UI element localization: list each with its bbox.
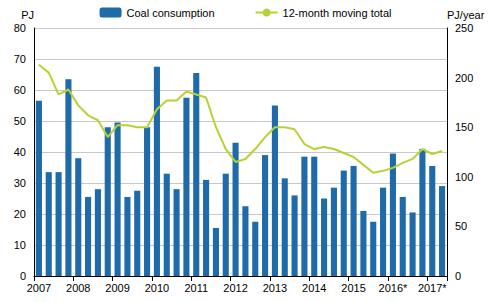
svg-text:2009: 2009: [105, 282, 129, 294]
svg-text:PJ/year: PJ/year: [447, 9, 485, 21]
svg-text:PJ: PJ: [21, 9, 34, 21]
svg-text:2016*: 2016*: [379, 282, 408, 294]
svg-text:40: 40: [14, 146, 26, 158]
svg-text:0: 0: [455, 270, 461, 282]
svg-text:50: 50: [455, 220, 467, 232]
svg-text:2012: 2012: [223, 282, 247, 294]
svg-text:70: 70: [14, 53, 26, 65]
svg-text:150: 150: [455, 121, 473, 133]
svg-text:12-month moving total: 12-month moving total: [283, 7, 392, 19]
svg-text:200: 200: [455, 72, 473, 84]
svg-text:20: 20: [14, 208, 26, 220]
svg-text:80: 80: [14, 22, 26, 34]
svg-text:50: 50: [14, 115, 26, 127]
svg-text:2017*: 2017*: [418, 282, 447, 294]
svg-text:2015: 2015: [341, 282, 365, 294]
svg-text:Coal consumption: Coal consumption: [127, 7, 215, 19]
svg-text:2013: 2013: [263, 282, 287, 294]
svg-text:2008: 2008: [66, 282, 90, 294]
svg-text:10: 10: [14, 239, 26, 251]
svg-text:0: 0: [20, 270, 26, 282]
svg-text:250: 250: [455, 22, 473, 34]
svg-text:2011: 2011: [184, 282, 208, 294]
svg-text:30: 30: [14, 177, 26, 189]
svg-text:2014: 2014: [302, 282, 326, 294]
svg-text:2007: 2007: [27, 282, 51, 294]
svg-text:2010: 2010: [145, 282, 169, 294]
svg-text:100: 100: [455, 171, 473, 183]
svg-text:60: 60: [14, 84, 26, 96]
